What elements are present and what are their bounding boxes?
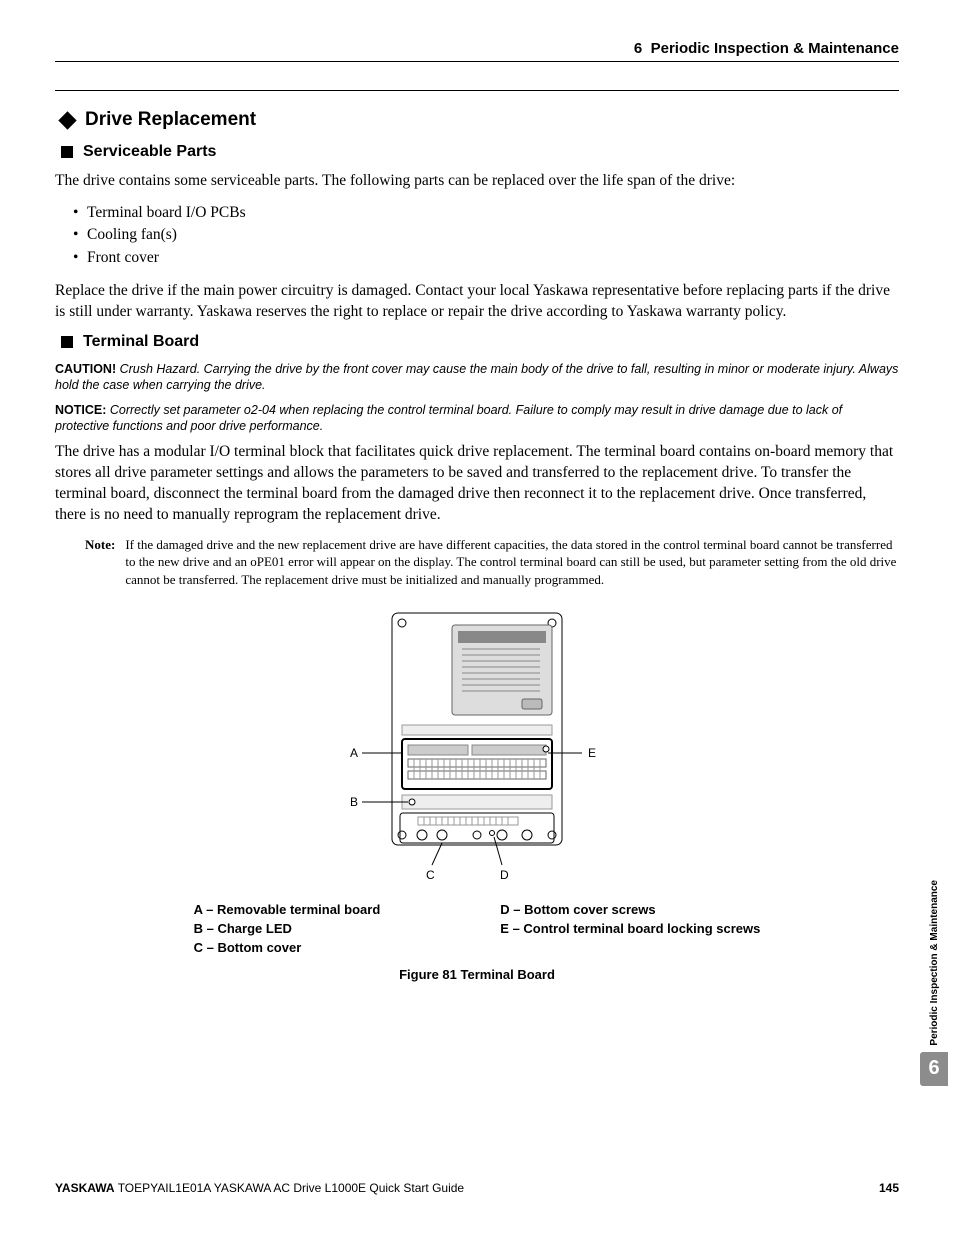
subsection-heading-serviceable: Serviceable Parts: [55, 143, 899, 161]
serviceable-intro: The drive contains some serviceable part…: [55, 171, 899, 192]
side-tab-number: 6: [920, 1052, 948, 1086]
chapter-side-tab: Periodic Inspection & Maintenance 6: [914, 880, 954, 1086]
footer-doctitle: TOEPYAIL1E01A YASKAWA AC Drive L1000E Qu…: [115, 1181, 465, 1195]
caution-text: Crush Hazard. Carrying the drive by the …: [55, 362, 898, 392]
callout-e: E: [588, 746, 596, 760]
square-bullet-icon: [61, 146, 73, 158]
list-item: Cooling fan(s): [73, 224, 899, 246]
callout-c: C: [426, 868, 435, 882]
section-title: Drive Replacement: [85, 109, 256, 131]
caution-lead: CAUTION!: [55, 362, 116, 376]
subsection-title: Terminal Board: [83, 333, 199, 351]
callout-d: D: [500, 868, 509, 882]
note-text: If the damaged drive and the new replace…: [125, 536, 899, 589]
section-heading: Drive Replacement: [55, 109, 899, 131]
notice-text: Correctly set parameter o2-04 when repla…: [55, 403, 842, 433]
caution-block: CAUTION! Crush Hazard. Carrying the driv…: [55, 361, 899, 394]
page-footer: YASKAWA TOEPYAIL1E01A YASKAWA AC Drive L…: [55, 1181, 899, 1195]
square-bullet-icon: [61, 336, 73, 348]
chapter-title: Periodic Inspection & Maintenance: [651, 40, 899, 57]
diamond-bullet-icon: [58, 111, 76, 129]
legend-e: E – Control terminal board locking screw…: [500, 921, 760, 936]
top-rule: [55, 90, 899, 91]
note-block: Note: If the damaged drive and the new r…: [85, 536, 899, 589]
note-label: Note:: [85, 536, 115, 589]
callout-a: A: [350, 746, 358, 760]
figure-legend: A – Removable terminal board B – Charge …: [55, 902, 899, 959]
legend-c: C – Bottom cover: [194, 940, 381, 955]
list-item: Front cover: [73, 247, 899, 269]
subsection-heading-terminal: Terminal Board: [55, 333, 899, 351]
notice-lead: NOTICE:: [55, 403, 106, 417]
notice-block: NOTICE: Correctly set parameter o2-04 wh…: [55, 402, 899, 435]
subsection-title: Serviceable Parts: [83, 143, 216, 161]
footer-page-number: 145: [879, 1181, 899, 1195]
list-item: Terminal board I/O PCBs: [73, 202, 899, 224]
running-header: 6 Periodic Inspection & Maintenance: [55, 40, 899, 62]
figure-81: A B E C D A – Removable terminal board B…: [55, 605, 899, 982]
side-tab-label: Periodic Inspection & Maintenance: [929, 880, 940, 1046]
legend-a: A – Removable terminal board: [194, 902, 381, 917]
footer-brand: YASKAWA: [55, 1181, 115, 1195]
figure-caption: Figure 81 Terminal Board: [55, 967, 899, 982]
terminal-board-diagram: A B E C D: [322, 605, 632, 885]
callout-b: B: [350, 795, 358, 809]
legend-d: D – Bottom cover screws: [500, 902, 760, 917]
footer-doc: YASKAWA TOEPYAIL1E01A YASKAWA AC Drive L…: [55, 1181, 464, 1195]
legend-b: B – Charge LED: [194, 921, 381, 936]
serviceable-para2: Replace the drive if the main power circ…: [55, 281, 899, 323]
terminal-para: The drive has a modular I/O terminal blo…: [55, 442, 899, 526]
serviceable-bullets: Terminal board I/O PCBs Cooling fan(s) F…: [73, 202, 899, 269]
chapter-number: 6: [634, 40, 642, 57]
